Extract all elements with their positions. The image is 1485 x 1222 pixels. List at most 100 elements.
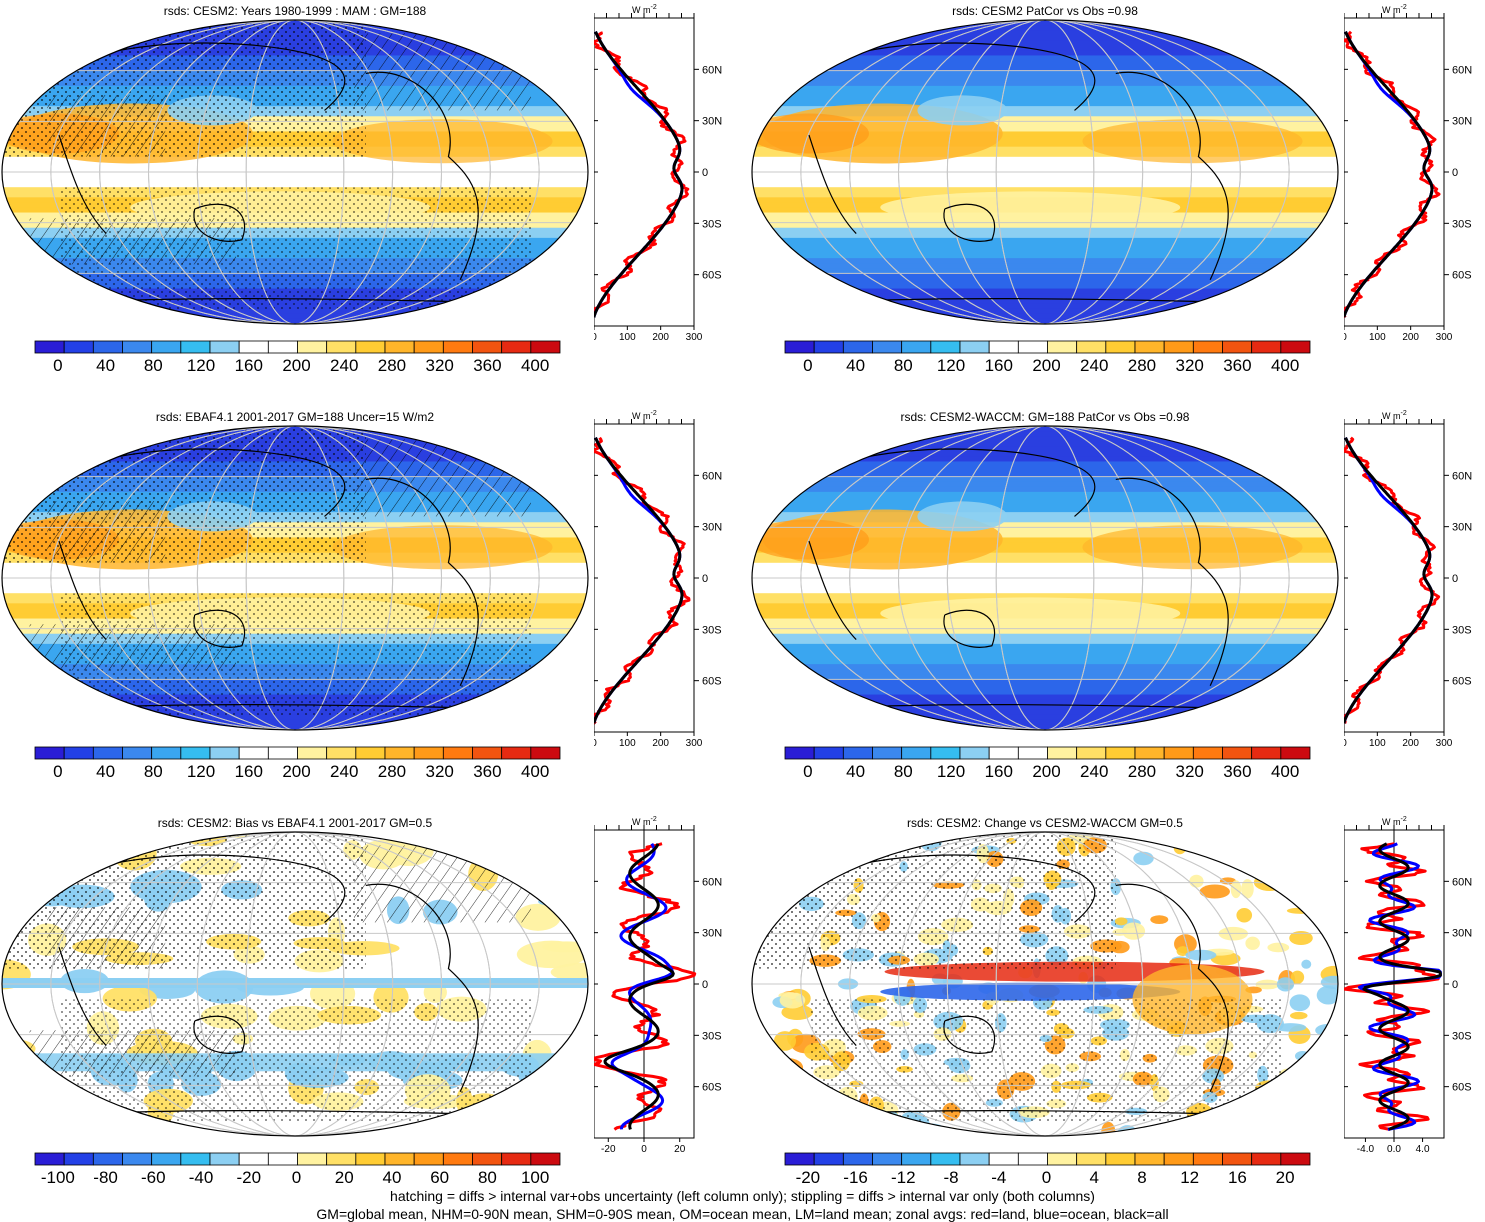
colorbar-tick-label: 100: [520, 1168, 550, 1187]
colorbar-tick-label: 40: [382, 1168, 402, 1187]
zonal-mean-all-line: [1362, 842, 1442, 1131]
colorbar-tick-label: -80: [93, 1168, 118, 1187]
profile-unit: W m-2: [1382, 816, 1407, 827]
colorbar-tick-label: 320: [1175, 762, 1204, 781]
profile-x-tick-label: 0: [1344, 738, 1347, 749]
profile-unit: W m-2: [632, 4, 657, 15]
colorbar-tick-label: -4: [991, 1168, 1007, 1187]
profile-x-tick-label: 200: [652, 332, 669, 343]
profile-lat-label: 30S: [702, 1030, 722, 1042]
colorbar-tick-label: 0: [1041, 1168, 1052, 1187]
colorbar-tick-label: 200: [282, 762, 311, 781]
profile-x-tick-label: 4.0: [1416, 1144, 1430, 1155]
colorbar-tick-label: 320: [425, 762, 454, 781]
zonal-mean-all-line: [1344, 437, 1434, 724]
colorbar-tick-label: 120: [186, 356, 216, 375]
profile-x-tick-label: 20: [674, 1144, 686, 1155]
zonal-mean-profile: -20 0 20 60N 30N 0 30S 60S: [594, 825, 722, 1155]
colorbar-tick-label: 400: [520, 762, 550, 781]
colorbar-tick-label: 0: [53, 356, 63, 375]
chart-panel: rsds: CESM2 PatCor vs Obs =0.98 0 100 200 30…: [750, 4, 1485, 394]
colorbar-tick-label: -16: [843, 1168, 868, 1187]
colorbar-tick-label: -20: [236, 1168, 262, 1187]
colorbar-tick-label: 320: [1175, 356, 1204, 375]
zonal-mean-ocean-line: [1344, 31, 1434, 318]
profile-lat-label: 0: [1452, 167, 1458, 179]
profile-lat-label: 30N: [1452, 522, 1472, 534]
colorbar-tick-label: 360: [1223, 762, 1252, 781]
colorbar-tick-label: -100: [40, 1168, 75, 1187]
colorbar-tick-label: 80: [477, 1168, 497, 1187]
colorbar-tick-label: 20: [1275, 1168, 1295, 1187]
zonal-mean-ocean-line: [594, 31, 684, 318]
colorbar-tick-label: 20: [334, 1168, 354, 1187]
profile-unit: W m-2: [1382, 4, 1407, 15]
profile-lat-label: 30N: [702, 928, 722, 940]
colorbar-tick-label: 240: [330, 762, 359, 781]
colorbar-tick-label: -60: [141, 1168, 166, 1187]
profile-lat-label: 30S: [1452, 624, 1472, 636]
profile-x-tick-label: 200: [652, 738, 669, 749]
colorbar-tick-label: 160: [234, 356, 263, 375]
zonal-mean-all-line: [1344, 31, 1434, 318]
colorbar-tick-label: 280: [1127, 762, 1157, 781]
colorbar-tick-label: 0: [803, 356, 813, 375]
profile-lat-label: 30N: [1452, 928, 1472, 940]
chart-title: rsds: CESM2: Years 1980-1999 : MAM : GM=…: [163, 4, 427, 18]
world-map: [751, 425, 1339, 731]
colorbar-tick-label: 400: [1270, 356, 1300, 375]
colorbar-tick-label: 280: [1127, 356, 1157, 375]
profile-x-tick-label: 0: [594, 332, 597, 343]
profile-unit: W m-2: [1382, 410, 1407, 421]
profile-lat-label: 30N: [1452, 116, 1472, 128]
profile-x-tick-label: -4.0: [1357, 1144, 1375, 1155]
colorbar-tick-label: 360: [1223, 356, 1252, 375]
chart-panel: rsds: CESM2: Bias vs EBAF4.1 2001-2017 G…: [0, 816, 735, 1206]
profile-lat-label: 60S: [702, 270, 722, 282]
chart-title: rsds: CESM2 PatCor vs Obs =0.98: [952, 4, 1138, 18]
profile-x-tick-label: 100: [619, 738, 636, 749]
profile-lat-label: 60N: [1452, 470, 1472, 482]
profile-lat-label: 60N: [1452, 876, 1472, 888]
profile-lat-label: 60N: [702, 876, 722, 888]
colorbar-tick-label: -12: [891, 1168, 916, 1187]
chart-title: rsds: CESM2-WACCM: GM=188 PatCor vs Obs …: [900, 410, 1190, 424]
profile-lat-label: 60N: [1452, 64, 1472, 76]
colorbar-tick-label: 60: [430, 1168, 450, 1187]
zonal-mean-ocean-line: [1344, 437, 1434, 724]
colorbar: [34, 1152, 561, 1166]
profile-x-tick-label: 200: [1402, 738, 1419, 749]
colorbar-tick-label: 200: [1032, 356, 1061, 375]
zonal-mean-ocean-line: [1357, 842, 1442, 1131]
profile-lat-label: 0: [702, 167, 708, 179]
profile-lat-label: 0: [1452, 979, 1458, 991]
colorbar-tick-label: 40: [846, 356, 866, 375]
profile-lat-label: 60S: [1452, 676, 1472, 688]
colorbar-tick-label: 280: [377, 762, 407, 781]
profile-x-tick-label: 100: [619, 332, 636, 343]
zonal-mean-all-line: [594, 437, 684, 724]
world-map: [751, 831, 1339, 1137]
colorbar-tick-label: 0: [53, 762, 63, 781]
colorbar-tick-label: 160: [984, 762, 1013, 781]
profile-lat-label: 60S: [702, 1082, 722, 1094]
profile-x-tick-label: 0: [641, 1144, 647, 1155]
profile-lat-label: 30N: [702, 522, 722, 534]
colorbar-tick-label: 320: [425, 356, 454, 375]
profile-lat-label: 30S: [1452, 218, 1472, 230]
colorbar-tick-label: 16: [1227, 1168, 1247, 1187]
colorbar-tick-label: 240: [1080, 762, 1109, 781]
colorbar-tick-label: 40: [96, 762, 116, 781]
colorbar-tick-label: 40: [846, 762, 866, 781]
zonal-mean-ocean-line: [594, 437, 684, 724]
zonal-mean-profile: 0 100 200 300 60N 30N 0 30S 60S: [594, 13, 722, 343]
chart-panel: rsds: EBAF4.1 2001-2017 GM=188 Uncer=15 …: [0, 410, 735, 800]
profile-x-tick-label: 100: [1369, 332, 1386, 343]
colorbar-tick-label: 160: [984, 356, 1013, 375]
colorbar-tick-label: 8: [1137, 1168, 1147, 1187]
colorbar-tick-label: -20: [795, 1168, 821, 1187]
profile-lat-label: 0: [702, 573, 708, 585]
colorbar-tick-label: 120: [936, 356, 966, 375]
profile-x-tick-label: 300: [1436, 332, 1453, 343]
colorbar: [34, 340, 561, 354]
